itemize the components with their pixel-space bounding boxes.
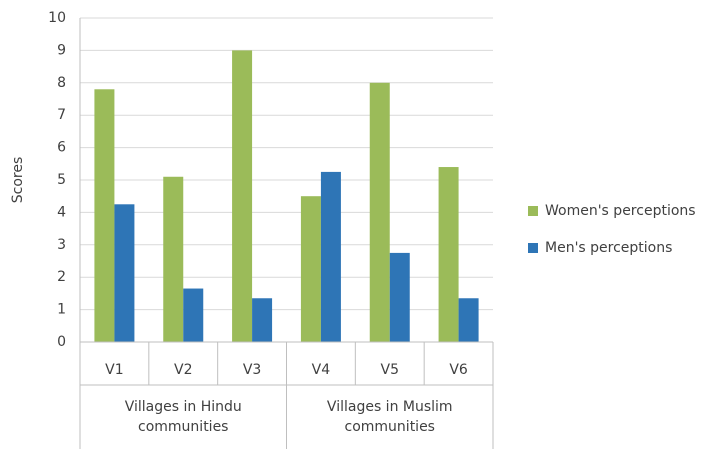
x-tick-label: V1 [105,362,123,378]
y-tick-label: 0 [57,334,66,350]
bar [458,298,479,342]
bar [389,252,410,342]
bar [163,176,184,342]
bar [438,167,459,342]
legend-swatch [528,206,538,216]
y-tick-label: 1 [57,302,66,318]
y-tick-label: 6 [57,140,66,156]
y-tick-label: 2 [57,269,66,285]
bar [114,204,135,342]
y-tick-label: 3 [57,237,66,253]
legend-label: Women's perceptions [545,203,696,219]
legend-label: Men's perceptions [545,240,672,256]
bar [94,89,115,342]
legend-swatch [528,243,538,253]
x-tick-label: V3 [243,362,261,378]
x-tick-label: V2 [174,362,192,378]
bar [232,50,253,343]
y-axis-label: Scores [10,157,26,204]
bar [300,196,321,342]
bar [252,298,273,342]
group-label: Villages in Muslim communities [326,399,453,435]
group-label: Villages in Hindu communities [124,399,242,435]
bar [320,171,341,342]
y-tick-label: 7 [57,107,66,123]
y-tick-label: 5 [57,172,66,188]
x-tick-label: V5 [381,362,399,378]
y-tick-label: 9 [57,42,66,58]
bar [369,82,390,343]
x-tick-label: V4 [312,362,331,378]
x-tick-label: V6 [449,362,468,378]
bar [183,288,204,342]
y-tick-label: 4 [57,204,66,220]
y-tick-label: 10 [48,10,66,26]
y-tick-label: 8 [57,75,66,91]
